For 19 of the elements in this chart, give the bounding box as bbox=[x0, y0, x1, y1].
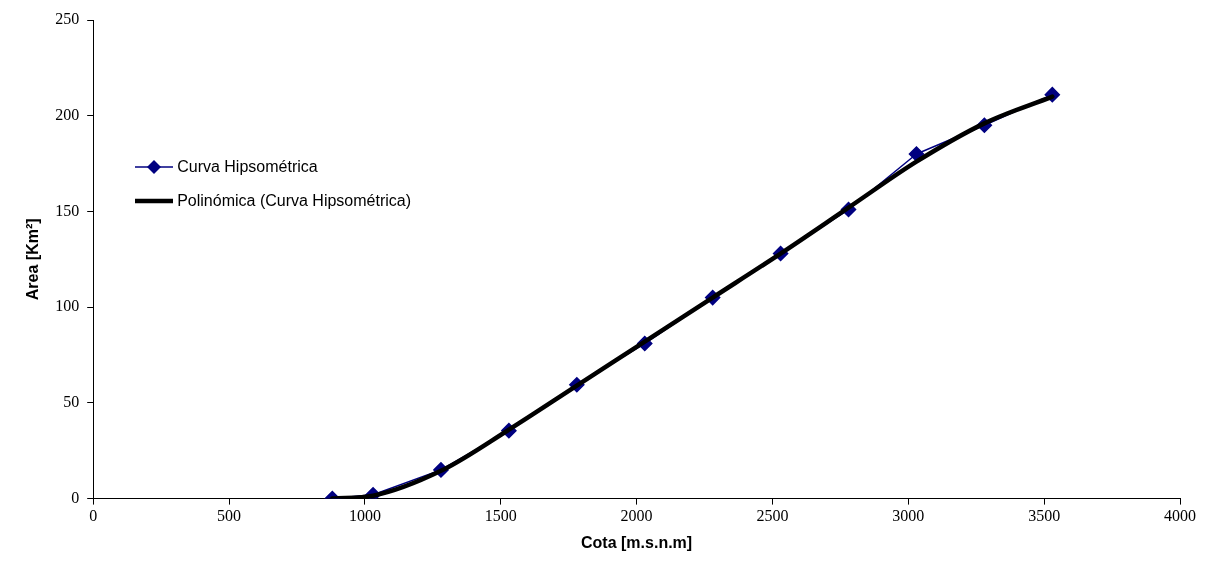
x-tick-label: 2500 bbox=[756, 507, 789, 525]
x-tick-label: 3500 bbox=[1028, 507, 1061, 525]
x-tick-label: 1000 bbox=[348, 507, 381, 525]
x-axis-title: Cota [m.s.n.m] bbox=[581, 533, 693, 551]
y-tick-label: 0 bbox=[71, 488, 80, 506]
x-tick-label: 0 bbox=[89, 507, 98, 525]
x-tick-label: 3000 bbox=[892, 507, 925, 525]
legend-label: Polinómica (Curva Hipsométrica) bbox=[177, 192, 412, 211]
y-tick-label: 50 bbox=[63, 393, 80, 411]
x-tick-label: 500 bbox=[217, 507, 242, 525]
y-tick-label: 200 bbox=[55, 105, 80, 123]
y-tick-label: 250 bbox=[55, 10, 80, 28]
legend-label: Curva Hipsométrica bbox=[177, 158, 318, 177]
x-tick-label: 2000 bbox=[620, 507, 653, 525]
x-tick-label: 4000 bbox=[1164, 507, 1196, 525]
x-tick-label: 1500 bbox=[484, 507, 517, 525]
y-tick-label: 100 bbox=[55, 297, 80, 315]
y-tick-label: 150 bbox=[55, 201, 80, 219]
y-axis-title: Area [Km²] bbox=[24, 218, 42, 301]
